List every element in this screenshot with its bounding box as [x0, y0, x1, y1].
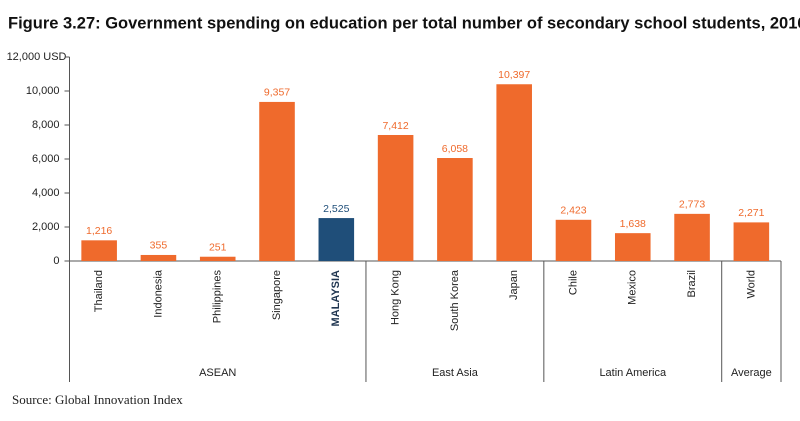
- value-label: 2,773: [679, 199, 705, 211]
- value-label: 2,423: [560, 205, 586, 217]
- y-tick-label: 10,000: [26, 85, 60, 97]
- group-label: East Asia: [432, 367, 479, 379]
- value-label: 7,412: [382, 120, 408, 132]
- x-tick-label: Mexico: [627, 270, 639, 305]
- bar: [81, 240, 117, 261]
- x-tick-label: Singapore: [271, 270, 283, 320]
- value-label: 9,357: [264, 87, 290, 99]
- value-label: 2,525: [323, 203, 349, 215]
- x-tick-label: Hong Kong: [390, 270, 402, 325]
- value-label: 355: [150, 240, 168, 252]
- value-label: 251: [209, 242, 227, 254]
- bar: [318, 218, 355, 261]
- y-tick-label: 0: [53, 255, 59, 267]
- y-tick-label: 12,000 USD: [7, 51, 67, 63]
- x-tick-label: Indonesia: [152, 269, 164, 318]
- x-tick-label: Brazil: [686, 270, 698, 298]
- x-tick-label: Thailand: [93, 270, 105, 312]
- value-label: 1,216: [86, 225, 112, 237]
- bar: [674, 213, 710, 261]
- value-label: 1,638: [620, 218, 646, 230]
- source: Source: Global Innovation Index: [12, 392, 183, 407]
- y-tick-label: 6,000: [32, 153, 60, 165]
- chart-title: Figure 3.27: Government spending on educ…: [8, 14, 800, 32]
- group-label: Average: [731, 367, 772, 379]
- x-tick-label: Chile: [567, 270, 579, 295]
- y-tick-label: 8,000: [32, 119, 60, 131]
- value-label: 10,397: [498, 69, 530, 81]
- bar: [555, 219, 592, 261]
- bar: [199, 256, 236, 261]
- bar: [259, 101, 295, 261]
- group-label: ASEAN: [199, 367, 236, 379]
- bar: [437, 158, 473, 261]
- x-tick-label: World: [745, 270, 757, 299]
- y-tick-label: 2,000: [32, 221, 60, 233]
- y-tick-label: 4,000: [32, 187, 60, 199]
- bar: [614, 233, 651, 261]
- bar: [377, 134, 414, 261]
- group-label: Latin America: [599, 367, 667, 379]
- bar: [496, 84, 532, 261]
- x-tick-label: Japan: [508, 270, 520, 300]
- x-tick-label: MALAYSIA: [330, 270, 342, 326]
- x-tick-label: South Korea: [449, 269, 461, 331]
- value-label: 2,271: [738, 207, 764, 219]
- bar: [140, 254, 177, 261]
- value-label: 6,058: [442, 143, 468, 155]
- x-tick-label: Philippines: [212, 270, 224, 324]
- bar: [733, 222, 770, 261]
